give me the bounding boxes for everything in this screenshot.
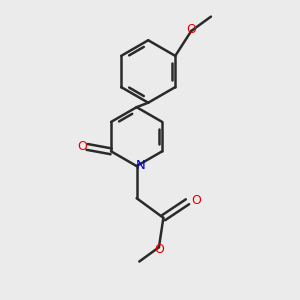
Text: O: O <box>186 22 196 36</box>
Text: O: O <box>154 242 164 256</box>
Text: O: O <box>191 194 201 207</box>
Text: O: O <box>78 140 88 153</box>
Text: N: N <box>135 159 145 172</box>
